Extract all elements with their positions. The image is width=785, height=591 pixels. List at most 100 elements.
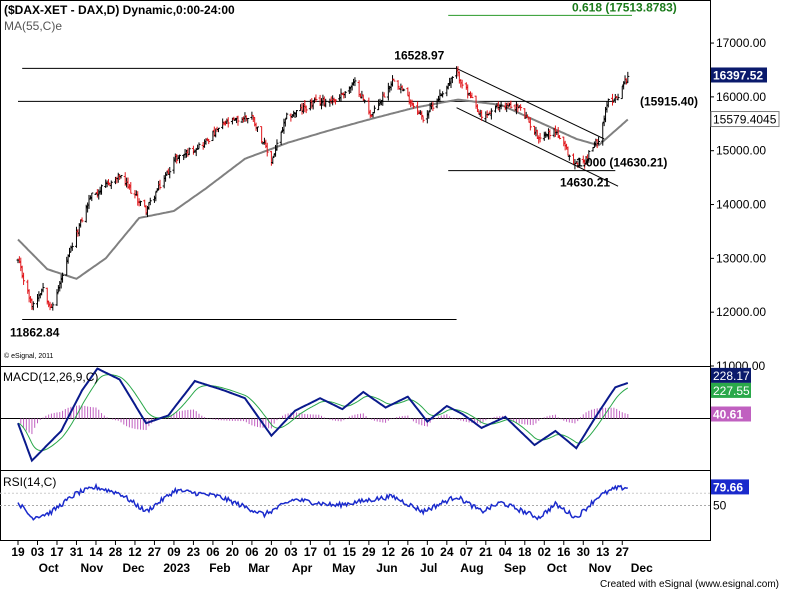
x-tick-label: 01: [323, 545, 337, 559]
month-label: Oct: [547, 561, 567, 575]
x-tick-label: 16: [557, 545, 571, 559]
x-tick-label: 29: [362, 545, 376, 559]
channel-line: [456, 107, 619, 187]
y-tick-label: 16000.00: [716, 90, 766, 104]
month-label: Mar: [248, 561, 270, 575]
price-bar: [361, 94, 365, 102]
x-tick-label: 09: [167, 545, 181, 559]
price-bar: [187, 147, 191, 155]
price-bar: [480, 110, 484, 121]
price-bar: [314, 94, 318, 103]
price-bar: [324, 98, 328, 108]
price-bar: [226, 117, 230, 128]
price-bar: [55, 289, 59, 306]
price-bar: [333, 99, 337, 105]
price-bar: [41, 282, 45, 293]
histogram-value: 40.61: [713, 408, 743, 422]
ma-value: 15579.4045: [713, 113, 777, 127]
price-bar: [548, 129, 552, 140]
price-bar: [285, 112, 289, 120]
month-label: Apr: [292, 561, 313, 575]
price-bar: [158, 179, 162, 190]
macd-line: [17, 367, 629, 463]
price-bar: [236, 115, 240, 126]
price-bar: [372, 105, 376, 114]
support-15915-label: (15915.40): [640, 94, 698, 108]
price-bar: [528, 117, 532, 131]
price-bar: [606, 98, 610, 108]
low-11862-label: 11862.84: [10, 326, 60, 340]
price-bar: [265, 142, 269, 157]
macd-value-badge: 228.17: [711, 367, 751, 383]
price-bar: [460, 79, 464, 89]
price-bar: [402, 88, 406, 92]
price-bar: [168, 166, 172, 179]
price-bar: [597, 136, 601, 145]
macd-value: 228.17: [713, 369, 750, 383]
month-label: Feb: [209, 561, 230, 575]
price-bar: [382, 92, 386, 98]
ma-legend: MA(55,C)e: [4, 19, 62, 33]
x-tick-label: 27: [148, 545, 162, 559]
y-tick-label: 12000.00: [716, 305, 766, 319]
price-bar: [246, 117, 250, 124]
rsi-layer: [0, 482, 710, 521]
copyright-left: © eSignal, 2011: [4, 352, 54, 360]
price-bar: [275, 139, 279, 151]
price-bar: [411, 102, 415, 109]
month-label: Dec: [123, 561, 145, 575]
x-tick-label: 21: [479, 545, 493, 559]
price-bar: [558, 135, 562, 140]
x-tick-label: 13: [596, 545, 610, 559]
x-tick-label: 27: [616, 545, 630, 559]
price-bar: [577, 157, 581, 168]
fib-100-label: 1.000 (14630.21): [576, 156, 667, 170]
price-bar: [519, 104, 523, 111]
price-bar: [31, 301, 35, 311]
price-bar: [80, 217, 84, 223]
signal-value: 227.55: [713, 384, 750, 398]
price-bar: [260, 126, 264, 144]
x-tick-label: 17: [50, 545, 64, 559]
chart-title: ($DAX-XET - DAX,D) Dynamic,0:00-24:00: [4, 3, 235, 17]
horizontal-lines-layer: [18, 14, 632, 321]
last-price-value: 16397.52: [713, 68, 763, 82]
price-bar: [139, 200, 143, 206]
panel-frames: [0, 0, 711, 541]
x-tick-label: 03: [31, 545, 45, 559]
price-bar: [304, 105, 308, 114]
macd-title: MACD(12,26,9,C): [3, 370, 98, 384]
price-bar: [611, 93, 615, 106]
price-bar: [207, 138, 211, 145]
x-tick-label: 26: [401, 545, 415, 559]
price-bars-layer: [16, 66, 630, 311]
price-bar: [255, 126, 259, 133]
price-bar: [154, 191, 158, 202]
price-bar: [450, 76, 454, 84]
price-bar: [90, 192, 94, 202]
price-bar: [51, 302, 55, 311]
price-bar: [567, 154, 571, 161]
x-tick-label: 31: [70, 545, 84, 559]
price-bar: [487, 113, 491, 116]
x-tick-label: 10: [421, 545, 435, 559]
copyright-right: Created with eSignal (www.esignal.com): [600, 579, 779, 590]
price-bar: [70, 242, 74, 251]
month-label: Nov: [589, 561, 612, 575]
month-label: Jul: [420, 561, 437, 575]
price-bar: [294, 110, 298, 118]
y-tick-label: 14000.00: [716, 198, 766, 212]
x-tick-label: 15: [343, 545, 357, 559]
x-tick-label: 03: [284, 545, 298, 559]
x-tick-label: 20: [226, 545, 240, 559]
high-16528-label: 16528.97: [394, 48, 444, 62]
price-bar: [343, 91, 347, 99]
price-bar: [489, 108, 493, 120]
y-tick-label: 13000.00: [716, 251, 766, 265]
low-14630-label: 14630.21: [560, 176, 610, 190]
price-bar: [421, 116, 425, 123]
x-tick-label: 20: [265, 545, 279, 559]
